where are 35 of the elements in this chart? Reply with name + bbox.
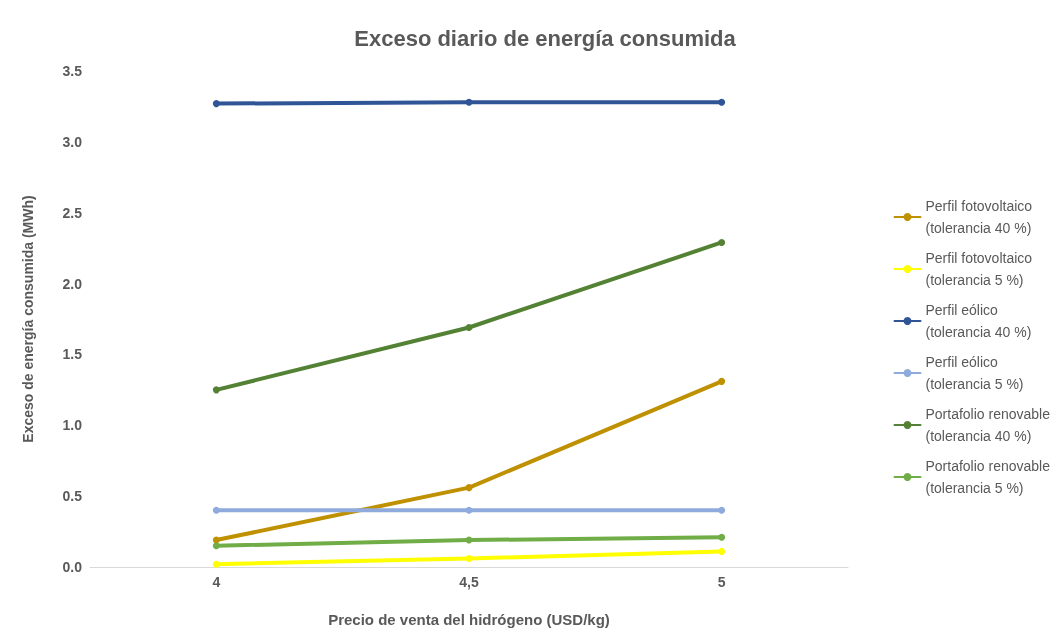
point [212, 560, 220, 568]
y-axis-title: Exceso de energía consumida (MWh) [20, 195, 36, 443]
point [465, 506, 473, 514]
legend-label: Portafolio renovable (tolerancia 40 %) [925, 406, 1051, 444]
y-tick-label: 0.0 [62, 559, 83, 575]
chart-title: Exceso diario de energía consumida [354, 25, 737, 51]
x-tick-label: 4 [212, 574, 221, 590]
x-tick-label: 4,5 [459, 574, 479, 590]
point [718, 547, 726, 555]
point [465, 555, 473, 562]
y-tick-label: 0.5 [62, 488, 83, 505]
point [718, 533, 726, 541]
point [212, 386, 220, 394]
y-tick-label: 3.5 [62, 63, 83, 79]
y-tick-label: 2.5 [62, 204, 83, 221]
y-tick-label: 2.0 [62, 275, 83, 292]
y-tick-label: 3.0 [62, 133, 83, 150]
legend-label: Portafolio renovable (tolerancia 5 %) [925, 458, 1051, 496]
legend-label: Perfil eólico (tolerancia 5 %) [925, 354, 1024, 392]
x-tick-label: 5 [717, 574, 726, 590]
legend-label: Perfil eólico (tolerancia 40 %) [925, 302, 1032, 340]
legend-label: Perfil fotovoltaico (tolerancia 5 %) [925, 250, 1033, 288]
point [465, 484, 473, 492]
y-tick-label: 1.5 [62, 346, 83, 363]
point [465, 324, 473, 331]
x-axis-title: Precio de venta del hidrógeno (USD/kg) [328, 611, 610, 628]
legend-label: Perfil fotovoltaico (tolerancia 40 %) [925, 198, 1033, 236]
point [718, 98, 726, 106]
point [718, 377, 726, 385]
point [718, 506, 726, 514]
point [212, 506, 220, 514]
y-tick-label: 1.0 [62, 417, 83, 434]
point [212, 100, 220, 108]
point [718, 238, 726, 246]
point [212, 542, 220, 550]
